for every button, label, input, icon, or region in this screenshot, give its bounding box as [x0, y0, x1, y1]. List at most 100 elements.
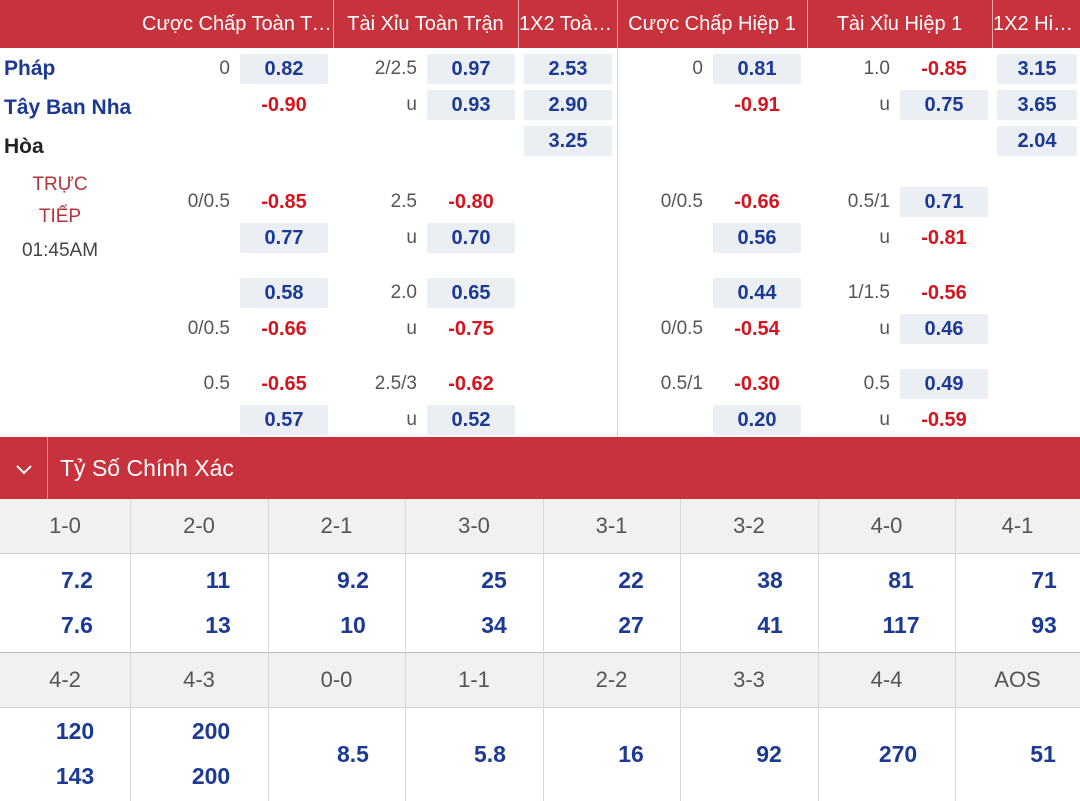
score-odds-away[interactable]: 41 [757, 612, 783, 638]
header-ft-handicap[interactable]: Cược Chấp Toàn Trận [142, 13, 332, 35]
alt1-h1-hdp-home-odds[interactable]: -0.66 [734, 191, 780, 213]
alt1-ft-hdp-away-odds[interactable]: 0.77 [240, 223, 328, 253]
score-odds-away[interactable]: 117 [882, 612, 920, 638]
score-odds-home[interactable]: 11 [205, 567, 231, 593]
alt3-ft-ou-over-odds[interactable]: -0.62 [448, 373, 494, 395]
score-odds-away[interactable]: 10 [340, 612, 366, 638]
score-odds-home[interactable]: 81 [888, 567, 914, 593]
alt2-h1-ou-under-label: u [879, 318, 890, 339]
score-row2-head: 4-2 4-3 0-0 1-1 2-2 3-3 4-4 AOS [0, 653, 1080, 707]
header-h1-handicap[interactable]: Cược Chấp Hiệp 1 [628, 13, 796, 35]
score-label: 4-4 [870, 667, 903, 692]
score-odds-away[interactable]: 200 [191, 763, 231, 789]
alt2-h1-ou-under-odds[interactable]: 0.46 [900, 314, 988, 344]
h1-1x2-away-odds[interactable]: 3.65 [997, 90, 1077, 120]
alt1-h1-ou-over-odds[interactable]: 0.71 [900, 187, 988, 217]
alt3-h1-ou-over-odds[interactable]: 0.49 [900, 369, 988, 399]
score-odds[interactable]: 92 [756, 741, 782, 767]
score-odds-home[interactable]: 120 [55, 718, 95, 744]
alt3-ft-hdp-away-odds[interactable]: 0.57 [240, 405, 328, 435]
alt2-ft-hdp-away-odds[interactable]: -0.66 [261, 318, 307, 340]
alt3-ft-hdp-line: 0.5 [203, 373, 230, 394]
score-label: AOS [994, 667, 1041, 692]
alt3-h1-hdp-away-odds[interactable]: 0.20 [713, 405, 801, 435]
score-odds[interactable]: 51 [1030, 741, 1056, 767]
score-odds[interactable]: 5.8 [474, 741, 506, 767]
alt3-ft-hdp-home-odds[interactable]: -0.65 [261, 373, 307, 395]
header-h1-1x2[interactable]: 1X2 Hiệp 1 [993, 13, 1080, 35]
alt3-ft-ou-under-odds[interactable]: 0.52 [427, 405, 515, 435]
alt1-ft-ou-over-odds[interactable]: -0.80 [448, 191, 494, 213]
alt3-h1-ou-under-label: u [879, 409, 890, 430]
correct-score-title: Tỷ Số Chính Xác [60, 455, 234, 481]
alt2-ft-ou-under-odds[interactable]: -0.75 [448, 318, 494, 340]
score-label: 0-0 [320, 667, 353, 692]
alt1-ft-ou-under-label: u [406, 227, 417, 248]
h1-hdp-home-odds[interactable]: 0.81 [713, 54, 801, 84]
score-odds[interactable]: 270 [878, 741, 918, 767]
score-row1-head: 1-0 2-0 2-1 3-0 3-1 3-2 4-0 4-1 [0, 499, 1080, 553]
odds-table: Cược Chấp Toàn Trận Tài Xỉu Toàn Trận 1X… [0, 0, 1080, 437]
header-h1-over-under[interactable]: Tài Xỉu Hiệp 1 [836, 13, 963, 35]
ft-ou-line: 2/2.5 [374, 58, 417, 79]
score-odds-away[interactable]: 93 [1031, 612, 1057, 638]
score-label: 4-0 [870, 513, 903, 538]
alt1-ft-hdp-home-odds[interactable]: -0.85 [261, 191, 307, 213]
alt1-ft-ou-under-odds[interactable]: 0.70 [427, 223, 515, 253]
score-label: 3-3 [733, 667, 765, 692]
score-odds-home[interactable]: 9.2 [337, 567, 369, 593]
alt3-h1-hdp-home-odds[interactable]: -0.30 [734, 373, 780, 395]
alt2-h1-hdp-line: 0/0.5 [660, 318, 703, 339]
collapse-toggle-button[interactable] [0, 437, 48, 499]
score-odds-home[interactable]: 7.2 [61, 567, 93, 593]
h1-1x2-home-odds[interactable]: 3.15 [997, 54, 1077, 84]
score-odds-away[interactable]: 27 [618, 612, 644, 638]
ft-1x2-home-odds[interactable]: 2.53 [524, 54, 612, 84]
score-odds-away[interactable]: 34 [481, 612, 507, 638]
h1-ou-under-odds[interactable]: 0.75 [900, 90, 988, 120]
score-odds-home[interactable]: 71 [1031, 567, 1057, 593]
score-odds-home[interactable]: 25 [481, 567, 507, 593]
live-badge-line2: TIẾP [38, 206, 82, 227]
header-ft-over-under[interactable]: Tài Xỉu Toàn Trận [347, 13, 504, 35]
alt3-h1-ou-line: 0.5 [863, 373, 890, 394]
score-odds[interactable]: 16 [618, 741, 644, 767]
score-odds-away[interactable]: 7.6 [61, 612, 93, 638]
alt3-h1-ou-under-odds[interactable]: -0.59 [921, 409, 967, 431]
ft-hdp-line: 0 [219, 58, 230, 79]
score-label: 2-1 [320, 513, 353, 538]
score-label: 2-0 [183, 513, 215, 538]
ft-ou-over-odds[interactable]: 0.97 [427, 54, 515, 84]
alt1-h1-hdp-away-odds[interactable]: 0.56 [713, 223, 801, 253]
alt2-h1-hdp-away-odds[interactable]: -0.54 [734, 318, 780, 340]
h1-1x2-draw-odds[interactable]: 2.04 [997, 126, 1077, 156]
h1-ou-over-odds[interactable]: -0.85 [921, 58, 967, 80]
ft-1x2-draw-odds[interactable]: 3.25 [524, 126, 612, 156]
score-odds-home[interactable]: 200 [191, 718, 231, 744]
score-odds-home[interactable]: 38 [757, 567, 783, 593]
score-odds-away[interactable]: 143 [55, 763, 95, 789]
ft-hdp-home-odds[interactable]: 0.82 [240, 54, 328, 84]
team-away: Tây Ban Nha [4, 96, 132, 119]
alt2-ft-ou-over-odds[interactable]: 0.65 [427, 278, 515, 308]
alt2-h1-ou-line: 1/1.5 [847, 282, 890, 303]
score-odds[interactable]: 8.5 [337, 741, 369, 767]
alt2-ft-hdp-line: 0/0.5 [187, 318, 230, 339]
score-odds-home[interactable]: 22 [618, 567, 644, 593]
alt1-h1-ou-under-odds[interactable]: -0.81 [921, 227, 967, 249]
ft-1x2-away-odds[interactable]: 2.90 [524, 90, 612, 120]
alt2-h1-ou-over-odds[interactable]: -0.56 [921, 282, 967, 304]
score-odds-away[interactable]: 13 [205, 612, 231, 638]
h1-hdp-line: 0 [692, 58, 703, 79]
header-ft-1x2[interactable]: 1X2 Toàn Trận [519, 13, 617, 35]
alt3-h1-hdp-line: 0.5/1 [660, 373, 703, 394]
ft-hdp-away-odds[interactable]: -0.90 [261, 94, 307, 116]
alt1-h1-ou-line: 0.5/1 [847, 191, 890, 212]
h1-hdp-away-odds[interactable]: -0.91 [734, 94, 780, 116]
ft-ou-under-odds[interactable]: 0.93 [427, 90, 515, 120]
match-time: 01:45AM [21, 240, 99, 261]
alt2-h1-hdp-home-odds[interactable]: 0.44 [713, 278, 801, 308]
alt3-ft-ou-under-label: u [406, 409, 417, 430]
alt2-ft-hdp-home-odds[interactable]: 0.58 [240, 278, 328, 308]
score-label: 3-0 [458, 513, 490, 538]
